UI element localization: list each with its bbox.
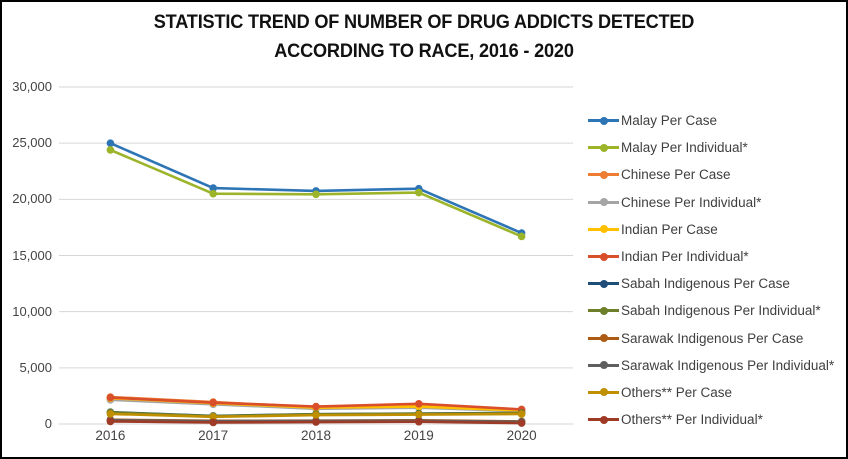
legend-marker-icon: [588, 334, 619, 343]
y-axis-label-10000: 10,000: [12, 303, 52, 319]
x-axis-label-2016: 2016: [95, 428, 126, 443]
legend-marker-icon: [588, 116, 619, 125]
chart-title: STATISTIC TREND OF NUMBER OF DRUG ADDICT…: [2, 8, 846, 67]
legend-item-sabah-indigenous-per-case: Sabah Indigenous Per Case: [588, 270, 834, 297]
legend-item-chinese-per-case: Chinese Per Case: [588, 161, 834, 188]
legend-item-sabah-indigenous-per-individual: Sabah Indigenous Per Individual*: [588, 297, 834, 324]
legend-label: Sarawak Indigenous Per Case: [621, 330, 804, 346]
legend-label: Malay Per Individual*: [621, 140, 748, 156]
legend-label: Others** Per Individual*: [621, 412, 763, 428]
legend-marker-icon: [588, 143, 619, 152]
legend-item-indian-per-case: Indian Per Case: [588, 216, 834, 243]
legend-item-malay-per-case: Malay Per Case: [588, 107, 834, 134]
legend-item-others-per-case: Others** Per Case: [588, 379, 834, 406]
legend-item-sarawak-indigenous-per-individual: Sarawak Indigenous Per Individual*: [588, 352, 834, 379]
y-axis-label-5000: 5,000: [19, 359, 52, 375]
legend-marker-icon: [588, 170, 619, 179]
legend-item-indian-per-individual: Indian Per Individual*: [588, 243, 834, 270]
legend-label: Chinese Per Individual*: [621, 194, 762, 210]
legend-label: Indian Per Case: [621, 221, 718, 237]
legend-marker-icon: [588, 361, 619, 370]
x-axis-label-2018: 2018: [300, 428, 332, 443]
legend-label: Sabah Indigenous Per Case: [621, 276, 790, 292]
y-axis-label-25000: 25,000: [12, 135, 52, 151]
legend-label: Sabah Indigenous Per Individual*: [621, 303, 821, 319]
legend-marker-icon: [588, 225, 619, 234]
chart-legend: Malay Per Case Malay Per Individual* Chi…: [588, 107, 834, 433]
legend-marker-icon: [588, 252, 619, 261]
legend-marker-icon: [588, 388, 619, 397]
y-axis-label-30000: 30,000: [12, 79, 52, 94]
legend-marker-icon: [588, 198, 619, 207]
legend-marker-icon: [588, 415, 619, 424]
x-axis-label-2019: 2019: [403, 428, 434, 443]
legend-label: Chinese Per Case: [621, 167, 731, 183]
x-axis-label-2020: 2020: [506, 428, 537, 443]
chart-title-line2: ACCORDING TO RACE, 2016 - 2020: [274, 40, 574, 63]
legend-label: Indian Per Individual*: [621, 249, 749, 265]
chart-title-line1: STATISTIC TREND OF NUMBER OF DRUG ADDICT…: [153, 11, 695, 33]
legend-label: Others** Per Case: [621, 384, 733, 400]
legend-marker-icon: [588, 279, 619, 288]
legend-item-sarawak-indigenous-per-case: Sarawak Indigenous Per Case: [588, 325, 834, 352]
legend-item-malay-per-individual: Malay Per Individual*: [588, 134, 834, 161]
legend-label: Sarawak Indigenous Per Individual*: [621, 357, 835, 373]
y-axis-label-15000: 15,000: [12, 247, 52, 263]
y-axis-label-0: 0: [44, 416, 52, 431]
x-axis-label-2017: 2017: [198, 428, 229, 443]
legend-item-others-per-individual: Others** Per Individual*: [588, 406, 834, 433]
legend-label: Malay Per Case: [621, 113, 718, 129]
legend-item-chinese-per-individual: Chinese Per Individual*: [588, 189, 834, 216]
y-axis-label-20000: 20,000: [12, 191, 52, 207]
legend-marker-icon: [588, 306, 619, 315]
